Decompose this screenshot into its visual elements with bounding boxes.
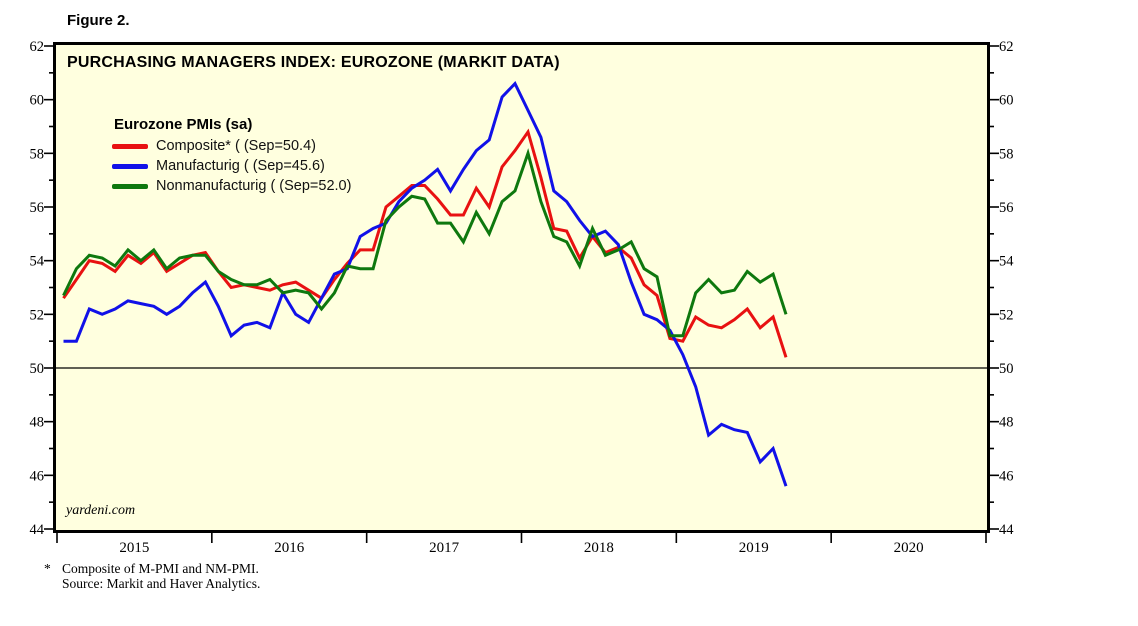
legend-header: Eurozone PMIs (sa) — [114, 116, 253, 133]
x-tick-label: 2018 — [584, 540, 614, 556]
yardeni-watermark: yardeni.com — [66, 503, 136, 518]
nonmanufacturing-line — [62, 148, 788, 338]
footnote-text-2: Source: Markit and Haver Analytics. — [62, 575, 261, 591]
y-tick-label-left: 52 — [30, 307, 45, 323]
composite-line-swatch — [112, 143, 148, 149]
footnotes: * Composite of M-PMI and NM-PMI. Source:… — [44, 561, 261, 592]
y-tick-label-right: 48 — [999, 415, 1014, 431]
x-tick-label: 2019 — [739, 540, 769, 556]
y-tick-label-right: 62 — [999, 39, 1014, 55]
x-tick-label: 2017 — [429, 540, 460, 556]
legend-item-manufacturing: Manufacturig ( (Sep=45.6) — [112, 156, 351, 176]
x-tick-label: 2016 — [274, 540, 305, 556]
x-tick-label: 2020 — [894, 540, 924, 556]
y-tick-label-right: 52 — [999, 307, 1014, 323]
footnote-line-2: Source: Markit and Haver Analytics. — [44, 575, 261, 592]
footnote-line-1: * Composite of M-PMI and NM-PMI. — [44, 561, 260, 577]
x-tick-label: 2015 — [119, 540, 149, 556]
chart-title: PURCHASING MANAGERS INDEX: EUROZONE (MAR… — [67, 54, 560, 71]
plot-frame — [53, 42, 990, 533]
nonmanufacturing-line-swatch — [112, 183, 148, 189]
y-tick-label-right: 46 — [999, 468, 1014, 484]
y-tick-label-left: 54 — [30, 254, 45, 270]
legend-item-nonmanufacturing: Nonmanufacturig ( (Sep=52.0) — [112, 176, 351, 196]
y-tick-label-right: 58 — [999, 146, 1014, 162]
y-tick-label-left: 60 — [30, 93, 45, 109]
legend-label-manufacturing: Manufacturig ( (Sep=45.6) — [156, 158, 325, 174]
y-tick-label-right: 60 — [999, 93, 1014, 109]
legend-label-composite: Composite* ( (Sep=50.4) — [156, 138, 316, 154]
legend-item-composite: Composite* ( (Sep=50.4) — [112, 136, 351, 156]
y-tick-label-left: 56 — [30, 200, 45, 216]
y-tick-label-left: 62 — [30, 39, 45, 55]
y-tick-label-left: 46 — [30, 468, 45, 484]
figure-label: Figure 2. — [67, 12, 130, 29]
y-tick-label-right: 50 — [999, 361, 1014, 377]
y-tick-label-left: 48 — [30, 415, 45, 431]
y-tick-label-left: 50 — [30, 361, 45, 377]
legend-label-nonmanufacturing: Nonmanufacturig ( (Sep=52.0) — [156, 178, 352, 194]
y-tick-label-left: 44 — [30, 522, 45, 538]
y-tick-label-right: 44 — [999, 522, 1014, 538]
y-tick-label-right: 56 — [999, 200, 1014, 216]
footnote-text-1: Composite of M-PMI and NM-PMI. — [62, 561, 259, 576]
footnote-marker: * — [44, 561, 51, 576]
y-tick-label-left: 58 — [30, 146, 45, 162]
y-tick-label-right: 54 — [999, 254, 1014, 270]
chart-legend: Eurozone PMIs (sa) Composite* ( (Sep=50.… — [112, 116, 351, 196]
manufacturing-line-swatch — [112, 163, 148, 169]
manufacturing-line — [63, 81, 788, 487]
composite-line — [62, 128, 788, 358]
